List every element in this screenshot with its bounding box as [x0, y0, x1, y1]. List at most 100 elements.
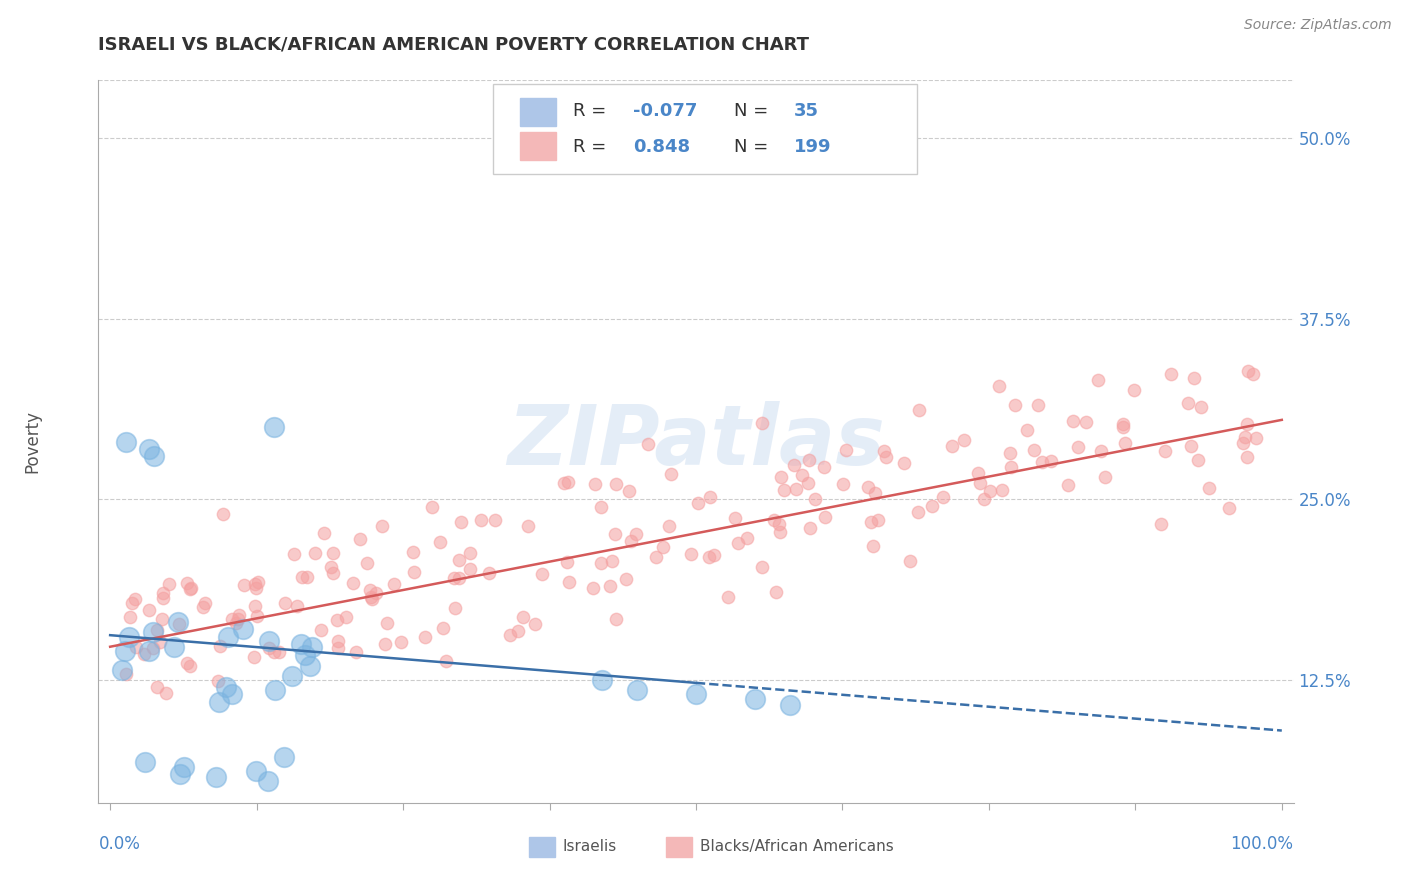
Point	[319, 559, 342, 574]
Text: Poverty: Poverty	[24, 410, 42, 473]
Point	[873, 443, 896, 458]
Point	[969, 476, 991, 491]
Point	[859, 515, 882, 529]
Point	[273, 749, 295, 764]
Point	[470, 513, 492, 527]
Point	[382, 577, 405, 591]
Point	[768, 517, 790, 532]
Point	[243, 599, 266, 613]
Point	[1057, 478, 1080, 492]
Point	[620, 533, 643, 548]
Point	[432, 621, 454, 635]
Point	[652, 540, 675, 554]
Point	[685, 687, 707, 701]
Point	[145, 624, 167, 638]
Point	[506, 624, 529, 639]
Point	[413, 630, 436, 644]
Point	[1062, 415, 1084, 429]
Point	[245, 764, 267, 778]
Point	[194, 596, 217, 610]
Point	[114, 644, 136, 658]
Bar	[520, 132, 557, 160]
Point	[583, 476, 606, 491]
Point	[605, 527, 627, 541]
Point	[1031, 455, 1053, 469]
Point	[1244, 431, 1267, 445]
Point	[263, 645, 285, 659]
Point	[263, 420, 285, 434]
Point	[1040, 454, 1063, 468]
Point	[1076, 415, 1098, 429]
Point	[803, 492, 825, 507]
Point	[589, 500, 612, 515]
Point	[1182, 370, 1205, 384]
Point	[117, 630, 139, 644]
Point	[326, 633, 349, 648]
Point	[450, 516, 472, 530]
Point	[374, 637, 396, 651]
Point	[1236, 417, 1258, 432]
Point	[875, 450, 897, 464]
Point	[259, 634, 281, 648]
Text: 0.0%: 0.0%	[98, 835, 141, 854]
Point	[434, 654, 457, 668]
Point	[1112, 420, 1135, 434]
Point	[979, 484, 1001, 499]
Text: Blacks/African Americans: Blacks/African Americans	[700, 839, 893, 855]
Point	[458, 561, 481, 575]
Point	[173, 760, 195, 774]
Bar	[529, 837, 555, 857]
Point	[688, 496, 710, 510]
Point	[865, 486, 887, 500]
Point	[242, 650, 264, 665]
Point	[142, 640, 165, 655]
Point	[274, 596, 297, 610]
Point	[557, 475, 579, 489]
Point	[215, 680, 238, 694]
Point	[124, 592, 146, 607]
Point	[1067, 441, 1090, 455]
Point	[1237, 364, 1260, 378]
Point	[605, 476, 627, 491]
Point	[145, 680, 167, 694]
Text: R =: R =	[572, 103, 606, 120]
Point	[1000, 459, 1022, 474]
Point	[447, 571, 470, 585]
Point	[973, 492, 995, 507]
Point	[152, 586, 174, 600]
Point	[149, 635, 172, 649]
Point	[1024, 442, 1046, 457]
Point	[814, 509, 837, 524]
Point	[420, 500, 443, 515]
Point	[1236, 450, 1258, 464]
Point	[263, 683, 285, 698]
Point	[291, 570, 314, 584]
Point	[259, 641, 281, 656]
Point	[699, 490, 721, 504]
Point	[1114, 435, 1136, 450]
Point	[530, 567, 553, 582]
Point	[478, 566, 501, 580]
Point	[831, 477, 853, 491]
Point	[1150, 516, 1173, 531]
Point	[152, 591, 174, 606]
Point	[335, 610, 357, 624]
Point	[157, 576, 180, 591]
Point	[799, 520, 821, 534]
Point	[179, 582, 201, 596]
Point	[226, 613, 249, 627]
Point	[484, 513, 506, 527]
Point	[626, 683, 648, 698]
Point	[499, 628, 522, 642]
Point	[862, 539, 884, 553]
Point	[617, 483, 640, 498]
Point	[998, 446, 1021, 460]
Text: R =: R =	[572, 137, 606, 156]
Point	[207, 673, 229, 688]
Point	[1094, 470, 1116, 484]
Point	[785, 482, 807, 496]
Point	[1232, 435, 1254, 450]
Bar	[666, 837, 692, 857]
Text: ISRAELI VS BLACK/AFRICAN AMERICAN POVERTY CORRELATION CHART: ISRAELI VS BLACK/AFRICAN AMERICAN POVERT…	[98, 36, 810, 54]
Point	[898, 554, 921, 568]
